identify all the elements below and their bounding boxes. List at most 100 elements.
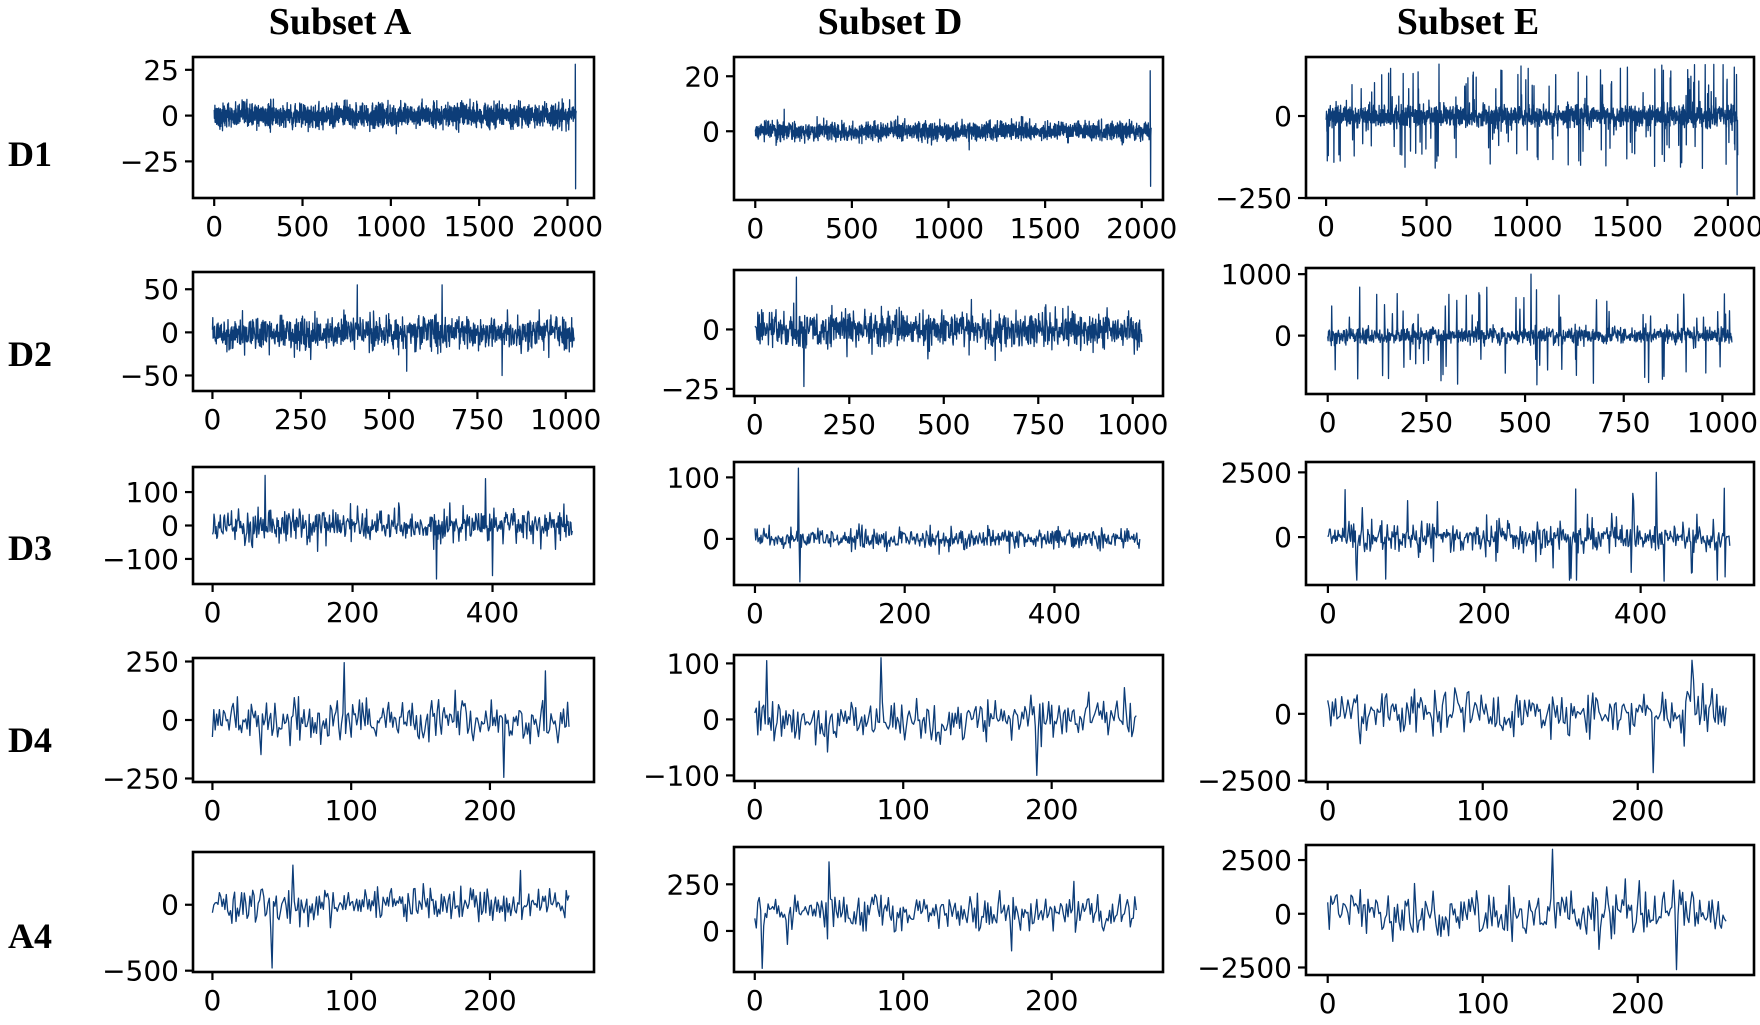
x-tick-label: 250	[1400, 406, 1453, 439]
subplot-d1-subset-d: 0 500 1000 1500 2000 20 0	[684, 55, 1177, 245]
x-tick-label: 250	[274, 403, 327, 436]
subplot-a4-subset-a: 0 100 200 0 −500	[102, 850, 596, 1017]
series-line	[213, 63, 577, 190]
series-line	[211, 474, 573, 580]
series-line	[1327, 848, 1727, 971]
x-tick-label: 100	[1456, 794, 1509, 827]
series-line	[211, 284, 575, 377]
x-tick-label: 200	[463, 984, 516, 1017]
y-tick-label: 100	[126, 476, 179, 509]
y-tick-label: 0	[702, 915, 720, 948]
subplot-d3-subset-e: 0 200 400 2500 0	[1221, 456, 1756, 630]
x-tick-label: 500	[825, 212, 878, 245]
subplot-a4-subset-d: 0 100 200 250 0	[667, 845, 1165, 1017]
series-line	[1327, 273, 1733, 386]
x-tick-label: 250	[823, 408, 876, 441]
x-tick-label: 100	[876, 984, 929, 1017]
x-tick-label: 200	[1025, 793, 1078, 826]
x-tick-label: 400	[1614, 597, 1667, 630]
y-tick-label: 0	[161, 510, 179, 543]
x-tick-label: 750	[451, 403, 504, 436]
x-tick-label: 0	[204, 596, 222, 629]
series-line	[754, 467, 1141, 583]
row-label-a4: A4	[8, 916, 52, 956]
x-tick-label: 0	[746, 793, 764, 826]
row-label-d3: D3	[8, 528, 52, 568]
x-tick-label: 0	[746, 408, 764, 441]
subplot-d4-subset-d: 0 100 200 100 0 −100	[643, 647, 1165, 826]
column-title-subset-d: Subset D	[818, 1, 963, 43]
x-tick-label: 200	[463, 794, 516, 827]
x-tick-label: 1500	[1009, 212, 1080, 245]
x-tick-label: 750	[1597, 406, 1650, 439]
y-tick-label: 0	[1274, 898, 1292, 931]
x-tick-label: 500	[362, 403, 415, 436]
x-tick-label: 1000	[1491, 210, 1562, 243]
y-tick-label: 100	[667, 647, 720, 680]
row-label-d1: D1	[8, 134, 52, 174]
x-tick-label: 0	[204, 984, 222, 1017]
x-tick-label: 100	[1456, 987, 1509, 1020]
x-tick-label: 400	[1028, 597, 1081, 630]
series-line	[754, 276, 1143, 388]
x-tick-label: 0	[1317, 210, 1335, 243]
x-tick-label: 0	[204, 403, 222, 436]
axes-frame	[732, 268, 1165, 398]
subplot-d2-subset-d: 0 250 500 750 1000 0 −25	[661, 268, 1168, 441]
series-line	[1327, 659, 1727, 774]
y-tick-label: 0	[702, 523, 720, 556]
row-label-d2: D2	[8, 334, 52, 374]
subplot-d4-subset-a: 0 100 200 250 0 −250	[102, 646, 596, 827]
column-title-subset-e: Subset E	[1397, 1, 1540, 43]
x-tick-label: 0	[205, 210, 223, 243]
series-line	[754, 70, 1152, 187]
axes-frame	[732, 460, 1165, 587]
x-tick-label: 1000	[530, 403, 601, 436]
x-tick-label: 0	[204, 794, 222, 827]
subplot-d3-subset-d: 0 200 400 100 0	[667, 460, 1165, 630]
y-tick-label: 0	[702, 115, 720, 148]
axes-frame	[1304, 843, 1756, 977]
y-tick-label: 0	[702, 703, 720, 736]
x-tick-label: 0	[1319, 794, 1337, 827]
y-tick-label: 0	[702, 313, 720, 346]
y-tick-label: 25	[143, 54, 179, 87]
subplot-a4-subset-e: 0 100 200 2500 0 −2500	[1197, 843, 1756, 1020]
y-tick-label: 100	[667, 461, 720, 494]
y-tick-label: 1000	[1221, 258, 1292, 291]
column-title-subset-a: Subset A	[269, 1, 412, 43]
x-tick-label: 750	[1012, 408, 1065, 441]
x-tick-label: 400	[466, 596, 519, 629]
x-tick-label: 1500	[444, 210, 515, 243]
y-tick-label: −250	[1215, 182, 1292, 215]
x-tick-label: 500	[276, 210, 329, 243]
y-tick-label: −100	[643, 759, 720, 792]
x-tick-label: 200	[1611, 987, 1664, 1020]
axes-frame	[1304, 460, 1756, 587]
axes-frame	[191, 850, 596, 974]
y-tick-label: 250	[126, 646, 179, 679]
x-tick-label: 1500	[1592, 210, 1663, 243]
series-line	[754, 657, 1137, 777]
x-tick-label: 200	[326, 596, 379, 629]
x-tick-label: 200	[878, 597, 931, 630]
axes-frame	[1304, 55, 1756, 200]
y-tick-label: 2500	[1221, 456, 1292, 489]
x-tick-label: 2000	[1692, 210, 1760, 243]
x-tick-label: 500	[1498, 406, 1551, 439]
y-tick-label: 20	[684, 60, 720, 93]
axes-frame	[191, 55, 596, 200]
x-tick-label: 500	[917, 408, 970, 441]
x-tick-label: 0	[746, 212, 764, 245]
y-tick-label: 0	[161, 100, 179, 133]
x-tick-label: 2000	[532, 210, 603, 243]
y-tick-label: −500	[102, 955, 179, 988]
x-tick-label: 200	[1025, 984, 1078, 1017]
row-label-d4: D4	[8, 720, 52, 760]
x-tick-label: 1000	[1687, 406, 1758, 439]
axes-frame	[1304, 266, 1756, 396]
y-tick-label: 0	[1274, 320, 1292, 353]
